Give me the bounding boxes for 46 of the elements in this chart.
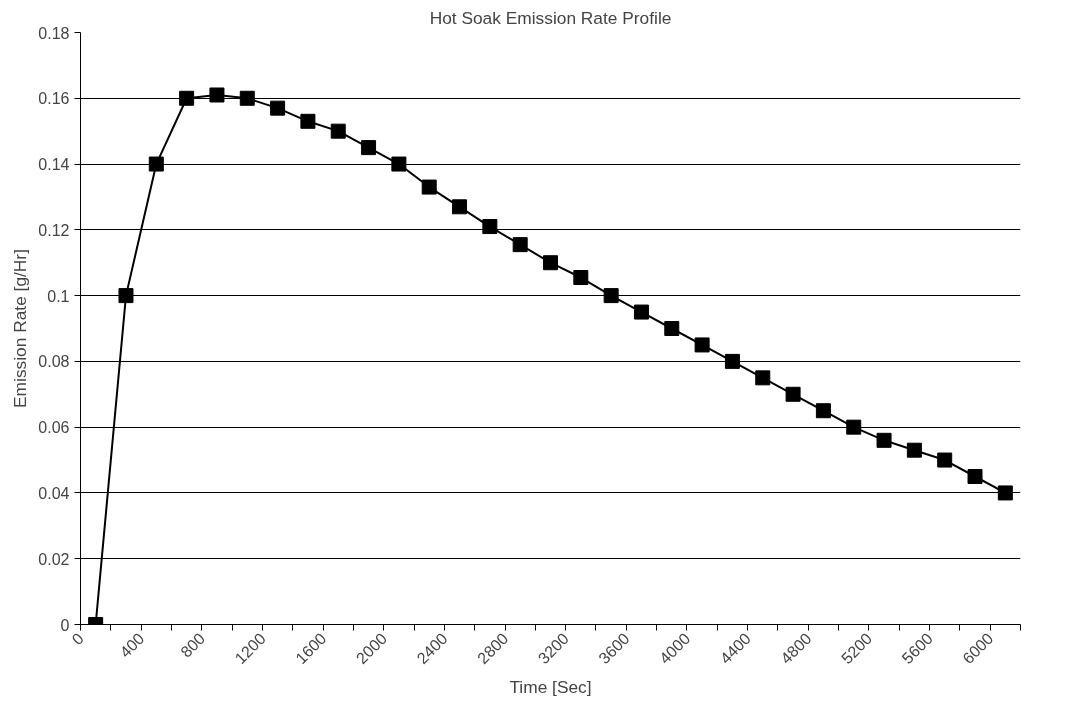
chart-title: Hot Soak Emission Rate Profile xyxy=(429,7,672,28)
point xyxy=(664,321,680,336)
point xyxy=(270,100,286,116)
point xyxy=(633,304,649,320)
point xyxy=(148,156,164,172)
point xyxy=(239,90,255,106)
y-tick-label: 0.12 xyxy=(38,221,70,239)
x-tick-label: 0 xyxy=(68,629,87,649)
point xyxy=(815,403,831,419)
point xyxy=(846,419,862,435)
point xyxy=(876,432,892,448)
y-tick-label: 0.1 xyxy=(47,287,70,305)
point xyxy=(209,87,225,103)
point xyxy=(755,370,771,386)
y-tick-label: 0.18 xyxy=(38,24,70,42)
point xyxy=(482,219,498,235)
point xyxy=(997,485,1013,501)
y-tick-label: 0.04 xyxy=(38,484,70,502)
y-tick-label: 0.06 xyxy=(38,419,70,437)
point xyxy=(421,179,437,195)
point xyxy=(967,469,983,484)
y-tick-label: 0.14 xyxy=(38,156,70,174)
y-tick-label: 0.08 xyxy=(38,353,70,371)
point xyxy=(937,452,953,468)
point xyxy=(603,288,619,304)
x-tick-label: 400 xyxy=(116,629,148,661)
point xyxy=(330,123,346,139)
point xyxy=(906,442,922,458)
point xyxy=(179,90,195,106)
x-tick-label: 800 xyxy=(177,629,209,661)
point xyxy=(300,113,316,129)
point xyxy=(573,270,589,286)
point xyxy=(361,140,377,156)
point xyxy=(391,156,407,172)
point xyxy=(543,255,558,271)
y-tick-label: 0 xyxy=(60,616,70,634)
point xyxy=(724,353,740,369)
point xyxy=(694,337,710,353)
y-tick-label: 0.02 xyxy=(38,550,70,568)
point xyxy=(452,199,468,215)
point xyxy=(118,288,134,304)
point xyxy=(512,237,528,253)
y-axis-title: Emission Rate [g/Hr] xyxy=(10,249,31,408)
x-axis-title: Time [Sec] xyxy=(509,677,592,698)
y-tick-label: 0.16 xyxy=(38,90,70,108)
point xyxy=(785,386,801,402)
